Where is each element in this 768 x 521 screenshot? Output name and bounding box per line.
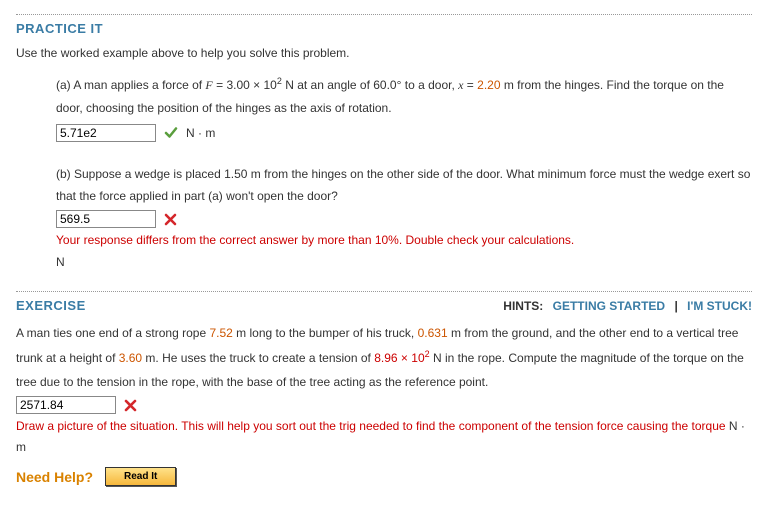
ex-v1: 7.52 <box>209 326 232 340</box>
ex-v4a: 8.96 <box>374 351 401 365</box>
exercise-title: EXERCISE <box>16 298 86 313</box>
x-icon <box>124 399 137 412</box>
separator-top <box>16 14 752 15</box>
ex-t2: m long to the bumper of his truck, <box>233 326 418 340</box>
check-icon <box>164 126 178 140</box>
ex-t4: m. He uses the truck to create a tension… <box>142 351 374 365</box>
practice-part-b: (b) Suppose a wedge is placed 1.50 m fro… <box>56 163 752 274</box>
read-it-button[interactable]: Read It <box>105 467 176 486</box>
feedback-b-text: Your response differs from the correct a… <box>56 233 574 247</box>
part-b-label: (b) <box>56 167 71 181</box>
exercise-feedback: Draw a picture of the situation. This wi… <box>16 416 752 457</box>
unit-a: N · m <box>186 122 215 145</box>
part-a-text-1: A man applies a force of <box>71 78 206 92</box>
need-help-label: Need Help? <box>16 469 93 485</box>
separator-mid <box>16 291 752 292</box>
unit-b: N <box>56 251 752 274</box>
part-b-text: Suppose a wedge is placed 1.50 m from th… <box>56 167 750 204</box>
x-icon <box>164 213 177 226</box>
pipe-separator: | <box>674 299 677 313</box>
practice-part-a: (a) A man applies a force of F = 3.00 × … <box>56 73 752 144</box>
hint-im-stuck[interactable]: I'M STUCK! <box>687 299 752 313</box>
exercise-body: A man ties one end of a strong rope 7.52… <box>16 321 752 394</box>
ex-v2: 0.631 <box>418 326 448 340</box>
hint-getting-started[interactable]: GETTING STARTED <box>553 299 665 313</box>
exp-base: 10 <box>260 78 277 92</box>
part-a-eq2: = <box>463 78 477 92</box>
practice-intro: Use the worked example above to help you… <box>16 44 752 63</box>
part-a-text-2: N at an angle of 60.0° to a door, <box>282 78 458 92</box>
hints-label: HINTS: <box>503 299 543 313</box>
answer-input-a[interactable] <box>56 124 156 142</box>
answer-input-b[interactable] <box>56 210 156 228</box>
ex-v3: 3.60 <box>119 351 142 365</box>
practice-title: PRACTICE IT <box>16 21 752 36</box>
answer-input-exercise[interactable] <box>16 396 116 414</box>
exercise-feedback-text: Draw a picture of the situation. This wi… <box>16 419 726 433</box>
feedback-b: Your response differs from the correct a… <box>56 230 752 250</box>
ex-times: × <box>401 351 408 365</box>
part-a-label: (a) <box>56 78 71 92</box>
part-a-eq: = 3.00 <box>213 78 253 92</box>
variable-F: F <box>205 78 212 92</box>
x-value: 2.20 <box>477 78 500 92</box>
ex-t1: A man ties one end of a strong rope <box>16 326 209 340</box>
ex-tension: 8.96 × 102 <box>374 351 429 365</box>
hints-bar: HINTS: GETTING STARTED | I'M STUCK! <box>503 299 752 313</box>
ex-v4b: 10 <box>408 351 425 365</box>
